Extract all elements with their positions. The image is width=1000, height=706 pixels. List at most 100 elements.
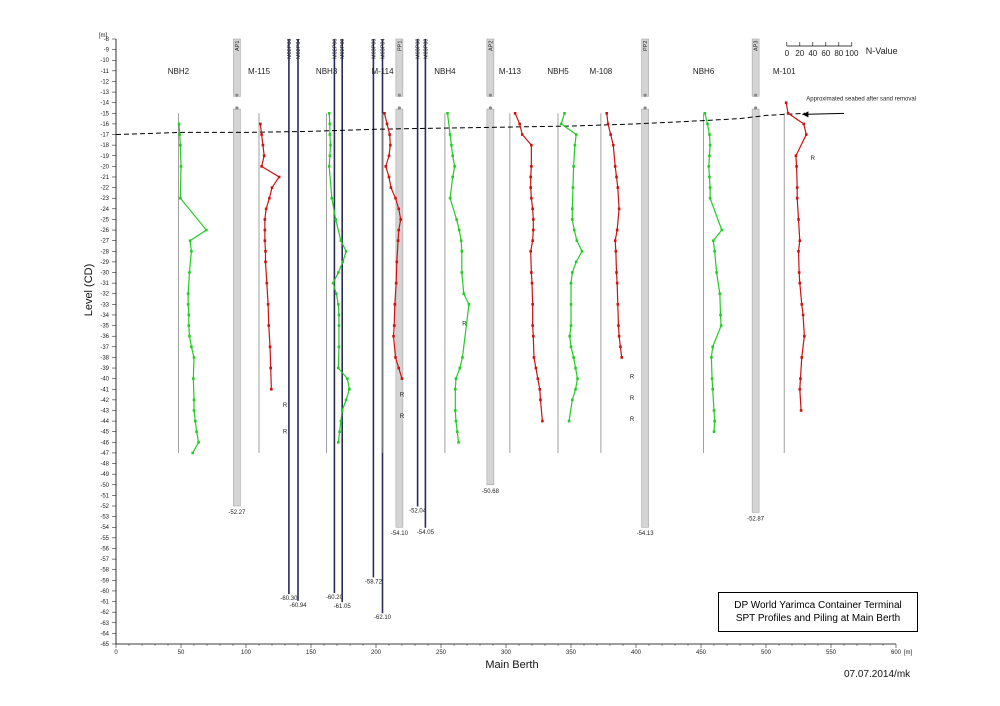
sheet-pile-label: PP2 [643,41,649,51]
borehole-label: M-101 [773,67,796,76]
spt-data-point [399,218,402,221]
y-tick-label: -39 [100,366,109,372]
spt-data-point [389,186,393,189]
spt-data-point [797,218,800,221]
y-tick-label: -42 [100,398,109,404]
spt-data-point [328,133,332,136]
spt-data-point [394,356,397,359]
spt-data-point [177,122,181,126]
y-tick-label: -14 [100,101,109,107]
spt-data-point [383,111,386,115]
y-tick-label: -9 [104,48,110,54]
x-tick-label: 50 [178,650,185,656]
nvalue-scale-tick-label: 40 [808,49,817,58]
sheet-pile-tip-label: -52.27 [228,510,246,516]
spt-data-point [703,111,707,115]
nvalue-scale-tick-label: 20 [795,49,804,58]
spt-data-point [400,377,404,380]
y-tick-label: -57 [100,557,109,563]
spt-data-point [277,175,281,179]
spt-data-point [263,239,267,242]
seabed-arrowhead [802,111,809,118]
spt-data-point [179,165,183,168]
sheet-pile-joint [235,93,239,97]
spt-data-point [339,239,343,242]
y-tick-label: -60 [100,589,109,595]
seabed-annotation: Approximated seabed after sand removal [806,97,916,103]
spt-data-point [192,398,196,402]
spt-data-point [532,334,535,338]
spt-data-point [572,228,576,232]
spt-data-point [454,377,458,380]
spt-data-point [715,271,718,274]
spt-data-point [195,430,198,434]
spt-data-point [268,345,272,349]
spt-data-point [460,271,464,274]
y-tick-label: -11 [101,69,110,75]
spt-data-point [568,334,571,338]
spt-data-point [530,271,533,274]
spt-data-point [617,324,620,327]
y-tick-label: -43 [100,408,109,414]
spt-data-point [719,324,723,327]
refusal-marker: R [630,375,635,381]
spt-data-point [615,281,619,285]
spt-data-point [529,249,532,253]
borehole-label: M-114 [371,67,394,76]
steel-pipe-label: M02P08 [332,39,338,60]
sheet-pile-lower [641,108,649,528]
spt-data-point [394,281,398,285]
spt-data-point [571,186,575,189]
spt-data-point [531,303,534,306]
steel-pipe-tip-label: -54.05 [417,530,435,536]
x-tick-label: 200 [371,650,382,656]
borehole-label: NBH5 [547,67,569,76]
spt-data-point [571,398,574,402]
spt-data-point [457,441,460,444]
spt-data-point [616,186,620,189]
y-tick-label: -16 [100,122,109,128]
spt-data-point [532,218,535,221]
refusal-marker: R [400,414,405,420]
spt-data-point [191,451,194,455]
y-tick-label: -65 [100,642,109,648]
y-tick-label: -52 [100,504,109,510]
spt-data-point [619,345,622,349]
spt-data-point [384,165,388,168]
spt-data-point [446,111,449,115]
spt-data-point [803,334,806,338]
sheet-pile-joint [488,106,492,110]
spt-data-point [611,143,615,147]
steel-pipe-tip-label: -61.05 [334,604,352,610]
spt-data-point [197,441,200,444]
spt-data-point [335,292,338,296]
spt-data-point [467,303,471,306]
spt-data-point [719,313,722,317]
spt-data-point [179,143,182,147]
spt-data-point [462,292,466,296]
y-tick-label: -51 [100,493,109,499]
spt-data-point [532,356,536,359]
spt-data-point [454,409,457,412]
refusal-marker: R [283,403,288,409]
sheet-pile-lower [486,108,495,486]
spt-profile-line [704,113,723,432]
spt-data-point [615,271,618,274]
spt-data-point [529,186,532,189]
refusal-marker: R [400,393,405,399]
y-tick-label: -49 [100,472,109,478]
spt-data-point [574,133,578,136]
spt-data-point [329,143,332,147]
x-tick-label: 250 [436,650,447,656]
spt-data-point [711,345,714,349]
spt-data-point [270,387,273,391]
sheet-pile-lower [395,108,404,528]
y-tick-label: -34 [100,313,109,319]
spt-data-point [573,143,577,147]
spt-data-point [188,334,191,338]
y-tick-label: -36 [100,334,109,340]
sheet-pile-tip-label: -54.13 [637,531,655,537]
y-tick-label: -38 [100,355,109,361]
spt-data-point [264,207,268,211]
spt-data-point [712,239,715,242]
